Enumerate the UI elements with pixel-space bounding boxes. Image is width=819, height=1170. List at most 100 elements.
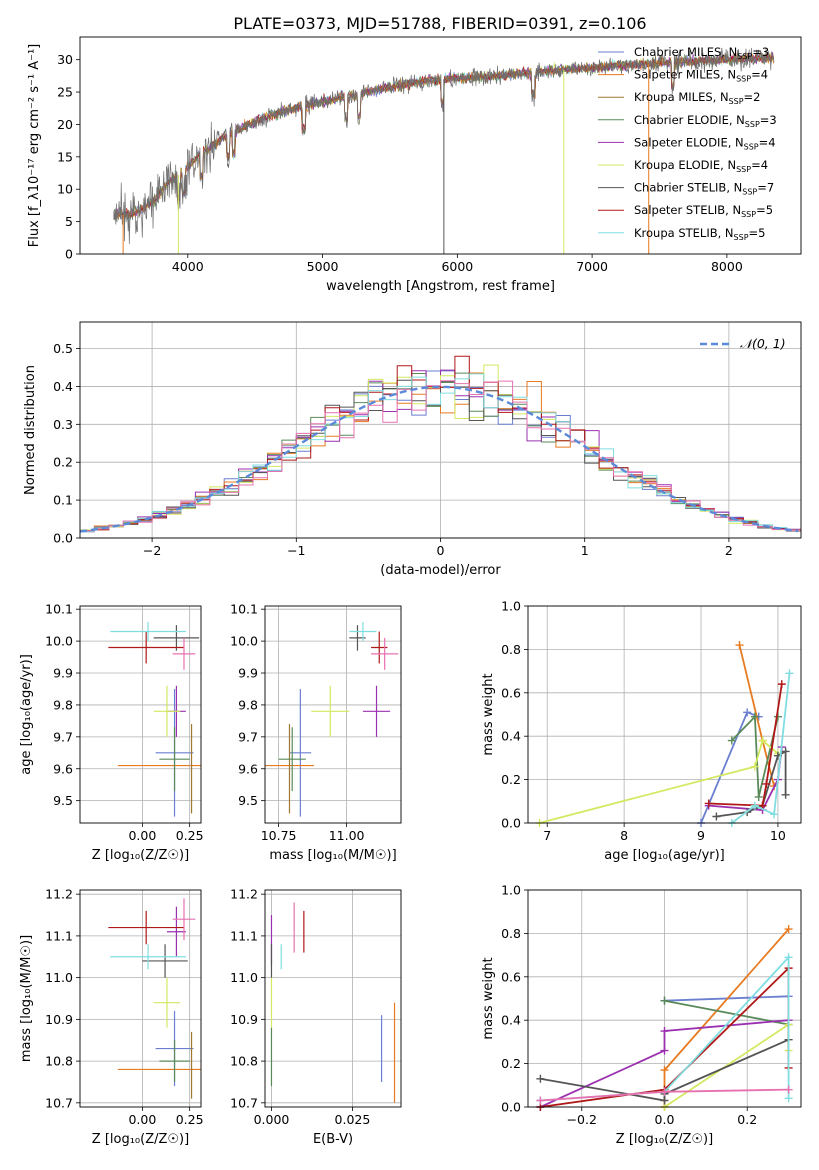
y-tick-label: 0.4	[501, 729, 521, 744]
x-tick-label: −2	[143, 543, 161, 558]
legend-label: Chabrier STELIB, NSSP=7	[634, 181, 774, 197]
weight-series	[539, 738, 779, 823]
mass-vs-metallicity-panel: 0.00 0.25 10.7 10.8 10.9 11.0 11.1 11.2 Z [log₁₀…	[19, 887, 204, 1147]
y-axis-label: mass weight	[481, 957, 496, 1039]
weight-marker	[777, 680, 786, 689]
y-tick-label: 5	[65, 214, 73, 229]
axes-frame	[264, 605, 402, 824]
y-tick-label: 1.0	[501, 599, 521, 614]
legend-label: Kroupa MILES, NSSP=2	[634, 90, 760, 106]
x-tick-label: 0.25	[176, 828, 204, 843]
weight-marker	[781, 790, 790, 799]
legend-label: Salpeter ELODIE, NSSP=4	[634, 135, 776, 151]
axes-frame	[79, 36, 802, 255]
x-tick-label: 0	[437, 543, 445, 558]
y-tick-label: 0.2	[501, 1056, 521, 1071]
y-tick-label: 0.2	[501, 772, 521, 787]
y-tick-label: 0.1	[53, 493, 73, 508]
weight-marker	[660, 996, 669, 1005]
x-tick-label: 8000	[711, 259, 743, 274]
y-tick-label: 10.7	[45, 1095, 73, 1110]
x-axis-label: Z [log₁₀(Z/Z☉)]	[616, 1132, 713, 1147]
y-tick-label: 9.7	[53, 729, 73, 744]
x-tick-label: 9	[697, 828, 705, 843]
weight-marker	[735, 641, 744, 650]
legend-label: Chabrier MILES, NSSP=3	[634, 45, 769, 61]
x-axis-label: (data-model)/error	[380, 563, 501, 578]
x-tick-label: 10	[770, 828, 786, 843]
y-tick-label: 9.5	[238, 793, 258, 808]
y-tick-label: 10.9	[230, 1012, 258, 1027]
y-tick-label: 10.0	[45, 634, 73, 649]
weight-series	[731, 673, 791, 823]
x-tick-label: 0.00	[128, 1112, 156, 1127]
x-axis-label: Z [log₁₀(Z/Z☉)]	[92, 1132, 189, 1147]
x-tick-label: −0.2	[567, 1112, 597, 1127]
weight-marker	[536, 1096, 545, 1105]
weight-series	[664, 999, 789, 1026]
residual-histogram-panel: −2 −1 0 1 2 0.0 0.1 0.2 0.3 0.4 0.5 (data-model)/er…	[23, 321, 802, 578]
x-tick-label: 6000	[441, 259, 473, 274]
y-tick-label: 10.7	[230, 1095, 258, 1110]
y-tick-label: 0	[65, 247, 73, 262]
x-axis-label: age [log₁₀(age/yr)]	[604, 848, 725, 863]
weight-marker	[660, 1087, 669, 1096]
y-axis-label: age [log₁₀(age/yr)]	[19, 654, 34, 775]
weight-marker	[758, 736, 767, 745]
weight-marker	[750, 712, 759, 721]
axes-frame	[527, 605, 802, 824]
age-vs-metallicity-panel: 0.00 0.25 9.5 9.6 9.7 9.8 9.9 10.0 10.1 Z [log₁₀(…	[19, 602, 204, 863]
residual-histogram	[80, 373, 801, 533]
y-axis-label: Flux [f_λ10⁻¹⁷ erg cm⁻² s⁻¹ A⁻¹]	[27, 44, 42, 248]
y-tick-label: 11.2	[45, 887, 73, 902]
y-tick-label: 10.0	[230, 634, 258, 649]
age-vs-mass-panel: 10.75 11.00 9.5 9.6 9.7 9.8 9.9 10.0 10.1 mass [l…	[230, 602, 402, 863]
weight-marker	[784, 953, 793, 962]
mass-vs-extinction-panel: 0.000 0.025 10.7 10.8 10.9 11.0 11.1 11.2 E(B-V)	[230, 887, 402, 1147]
weight-series	[731, 714, 779, 798]
legend-label: Kroupa ELODIE, NSSP=4	[634, 158, 768, 174]
weight-marker	[660, 1046, 669, 1055]
x-tick-label: 8	[620, 828, 628, 843]
legend-label: Kroupa STELIB, NSSP=5	[634, 226, 765, 242]
x-tick-label: 11.00	[329, 828, 365, 843]
residual-histogram	[80, 380, 801, 532]
weight-marker	[750, 801, 759, 810]
weight-marker	[784, 1085, 793, 1094]
weight-marker	[727, 736, 736, 745]
x-tick-label: 0.2	[737, 1112, 757, 1127]
weight-series	[716, 749, 787, 818]
weight-marker	[784, 925, 793, 934]
y-tick-label: 0.8	[501, 642, 521, 657]
y-tick-label: 0.0	[501, 816, 521, 831]
x-tick-label: 0.25	[176, 1112, 204, 1127]
weight-marker	[704, 799, 713, 808]
axes-frame	[527, 889, 802, 1108]
axes-frame	[79, 321, 802, 539]
weight-marker	[784, 1094, 793, 1103]
y-tick-label: 10.1	[45, 602, 73, 617]
x-tick-label: 5000	[307, 259, 339, 274]
y-tick-label: 9.6	[53, 761, 73, 776]
y-tick-label: 0.6	[501, 685, 521, 700]
axes-frame	[264, 889, 402, 1108]
x-tick-label: 0.000	[254, 1112, 290, 1127]
axes-frame	[79, 605, 202, 824]
y-tick-label: 0.0	[53, 531, 73, 546]
weight-vs-age-panel: 7 8 9 10 0.0 0.2 0.4 0.6 0.8 1.0 age [log₁₀(age/yr…	[481, 599, 802, 863]
y-axis-label: mass [log₁₀(M/M☉)]	[19, 935, 34, 1062]
y-tick-label: 11.1	[230, 928, 258, 943]
y-tick-label: 0.8	[501, 926, 521, 941]
x-tick-label: 7000	[576, 259, 608, 274]
y-tick-label: 10.8	[45, 1054, 73, 1069]
weight-marker	[762, 779, 771, 788]
y-tick-label: 9.9	[53, 666, 73, 681]
weight-marker	[770, 810, 779, 819]
y-tick-label: 10.9	[45, 1012, 73, 1027]
y-axis-label: Normed distribution	[23, 365, 38, 495]
x-tick-label: 2	[725, 543, 733, 558]
y-tick-label: 0.4	[53, 379, 73, 394]
weight-marker	[781, 747, 790, 756]
y-tick-label: 0.0	[501, 1100, 521, 1115]
